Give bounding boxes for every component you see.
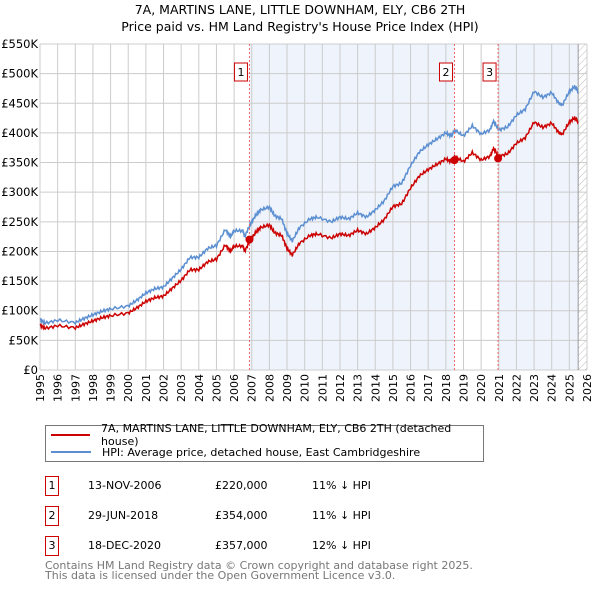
shaded-period [498, 44, 579, 370]
y-tick-label: £150K [1, 274, 38, 288]
x-tick-label: 2015 [387, 374, 400, 402]
x-tick-label: 1999 [105, 374, 118, 402]
legend: 7A, MARTINS LANE, LITTLE DOWNHAM, ELY, C… [45, 422, 484, 462]
x-tick-label: 2020 [475, 374, 488, 402]
sale-point [245, 235, 254, 244]
x-tick-label: 2019 [457, 374, 470, 402]
footer: Contains HM Land Registry data © Crown c… [45, 559, 473, 582]
x-tick-label: 2003 [175, 374, 188, 402]
x-tick-label: 2013 [352, 374, 365, 402]
sale-price: £220,000 [215, 479, 268, 492]
legend-blue-line [51, 451, 91, 453]
sale-label: 1 [237, 66, 244, 79]
sale-price: £354,000 [215, 509, 268, 522]
sale-label: 3 [486, 66, 493, 79]
x-tick-label: 2011 [316, 374, 329, 402]
sale-date: 13-NOV-2006 [88, 479, 162, 492]
y-tick-label: £300K [1, 185, 38, 199]
x-tick-label: 2005 [210, 374, 223, 402]
x-tick-label: 2021 [493, 374, 506, 402]
x-tick-label: 2025 [563, 374, 576, 402]
sale-label-box [438, 62, 453, 82]
x-tick-label: 2007 [246, 374, 259, 402]
sale-number: 3 [45, 536, 59, 556]
sale-label: 2 [442, 66, 449, 79]
y-tick-label: £200K [1, 244, 38, 258]
sale-row: 2 29-JUN-2018 £354,000 11% ↓ HPI [45, 506, 505, 526]
footer-line2: This data is licensed under the Open Gov… [45, 569, 396, 582]
legend-property: 7A, MARTINS LANE, LITTLE DOWNHAM, ELY, C… [46, 422, 483, 448]
sale-label-box [482, 62, 497, 82]
x-tick-label: 2002 [158, 374, 171, 402]
x-tick-label: 2024 [546, 374, 559, 402]
x-tick-label: 1998 [87, 374, 100, 402]
legend-red-line [51, 434, 91, 436]
x-tick-label: 2014 [369, 374, 382, 402]
sale-label-box [233, 62, 248, 82]
y-tick-label: £0 [23, 363, 38, 377]
x-tick-label: 2009 [281, 374, 294, 402]
x-tick-label: 2008 [263, 374, 276, 402]
sale-point [494, 154, 503, 163]
y-tick-label: £450K [1, 96, 38, 110]
y-tick-label: £550K [1, 37, 38, 51]
sale-delta: 12% ↓ HPI [312, 539, 371, 552]
sale-price: £357,000 [215, 539, 268, 552]
x-tick-label: 2016 [405, 374, 418, 402]
y-tick-label: £500K [1, 67, 38, 81]
x-tick-label: 2000 [122, 374, 135, 402]
x-tick-label: 2023 [528, 374, 541, 402]
x-tick-label: 2017 [422, 374, 435, 402]
chart-subtitle: Price paid vs. HM Land Registry's House … [121, 19, 479, 34]
x-tick-label: 1995 [34, 374, 47, 402]
legend-hpi: HPI: Average price, detached house, East… [46, 444, 420, 460]
sale-date: 18-DEC-2020 [88, 539, 162, 552]
sale-date: 29-JUN-2018 [88, 509, 159, 522]
sale-number: 1 [45, 476, 59, 496]
x-tick-label: 1996 [52, 374, 65, 402]
sale-row: 3 18-DEC-2020 £357,000 12% ↓ HPI [45, 536, 505, 556]
footer-line1: Contains HM Land Registry data © Crown c… [45, 559, 473, 572]
chart-title: 7A, MARTINS LANE, LITTLE DOWNHAM, ELY, C… [134, 2, 466, 17]
x-tick-label: 1997 [69, 374, 82, 402]
x-tick-label: 2010 [299, 374, 312, 402]
shaded-period [249, 44, 455, 370]
y-tick-label: £250K [1, 215, 38, 229]
y-tick-label: £350K [1, 156, 38, 170]
x-tick-label: 2001 [140, 374, 153, 402]
sale-row: 1 13-NOV-2006 £220,000 11% ↓ HPI [45, 476, 505, 496]
legend-property-label: 7A, MARTINS LANE, LITTLE DOWNHAM, ELY, C… [101, 422, 452, 448]
sale-delta: 11% ↓ HPI [312, 479, 371, 492]
y-tick-label: £400K [1, 126, 38, 140]
sale-number: 2 [45, 506, 59, 526]
legend-hpi-label: HPI: Average price, detached house, East… [102, 445, 421, 459]
y-tick-label: £100K [1, 304, 38, 318]
x-tick-label: 2022 [510, 374, 523, 402]
y-tick-label: £50K [9, 333, 39, 347]
future-hatch [578, 44, 587, 370]
sale-delta: 11% ↓ HPI [312, 509, 371, 522]
x-tick-label: 2026 [581, 374, 594, 402]
price-chart: 1995 1996 1997 1998 1999 2000 2001 2002 2003 2004… [1, 37, 594, 402]
x-tick-label: 2004 [193, 374, 206, 402]
sale-point [450, 156, 459, 165]
x-tick-label: 2006 [228, 374, 241, 402]
x-tick-label: 2018 [440, 374, 453, 402]
x-tick-label: 2012 [334, 374, 347, 402]
